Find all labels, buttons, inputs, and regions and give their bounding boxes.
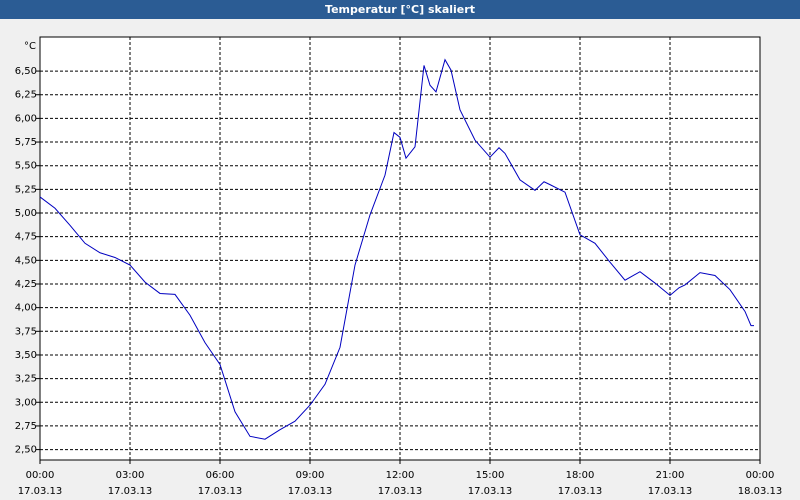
y-tick-label: 3,00 <box>15 397 37 408</box>
x-tick-label: 12:00 <box>386 470 415 481</box>
x-tick-date: 17.03.13 <box>558 486 603 497</box>
y-tick-label: 5,50 <box>15 161 37 172</box>
x-tick-label: 00:00 <box>26 470 55 481</box>
y-tick-label: 4,25 <box>15 279 37 290</box>
x-tick-date: 17.03.13 <box>18 486 63 497</box>
y-tick-label: 4,00 <box>15 303 37 314</box>
data-line <box>39 58 754 440</box>
y-tick-label: 4,75 <box>15 232 37 243</box>
chart-title: Temperatur [°C] skaliert <box>325 3 475 16</box>
y-tick-label: 3,25 <box>15 374 37 385</box>
x-tick-label: 21:00 <box>656 470 685 481</box>
x-tick-date: 17.03.13 <box>468 486 513 497</box>
title-bar <box>0 0 800 19</box>
x-tick-date: 17.03.13 <box>648 486 693 497</box>
y-tick-label: 4,50 <box>15 255 37 266</box>
x-tick-label: 03:00 <box>116 470 145 481</box>
y-unit: °C <box>24 41 36 52</box>
x-tick-label: 06:00 <box>206 470 235 481</box>
x-tick-label: 00:00 <box>746 470 775 481</box>
x-tick-date: 17.03.13 <box>108 486 153 497</box>
y-tick-label: 6,50 <box>15 66 37 77</box>
x-tick-date: 18.03.13 <box>738 486 783 497</box>
y-tick-label: 2,50 <box>15 445 37 456</box>
y-tick-label: 6,00 <box>15 113 37 124</box>
y-tick-label: 2,75 <box>15 421 37 432</box>
x-tick-label: 09:00 <box>296 470 325 481</box>
y-tick-label: 6,25 <box>15 90 37 101</box>
x-tick-date: 17.03.13 <box>198 486 243 497</box>
y-tick-label: 5,00 <box>15 208 37 219</box>
x-tick-date: 17.03.13 <box>288 486 333 497</box>
y-tick-label: 5,25 <box>15 184 37 195</box>
y-tick-label: 3,50 <box>15 350 37 361</box>
y-tick-label: 5,75 <box>15 137 37 148</box>
x-tick-label: 15:00 <box>476 470 505 481</box>
x-tick-date: 17.03.13 <box>378 486 423 497</box>
x-tick-label: 18:00 <box>566 470 595 481</box>
y-tick-label: 3,75 <box>15 326 37 337</box>
